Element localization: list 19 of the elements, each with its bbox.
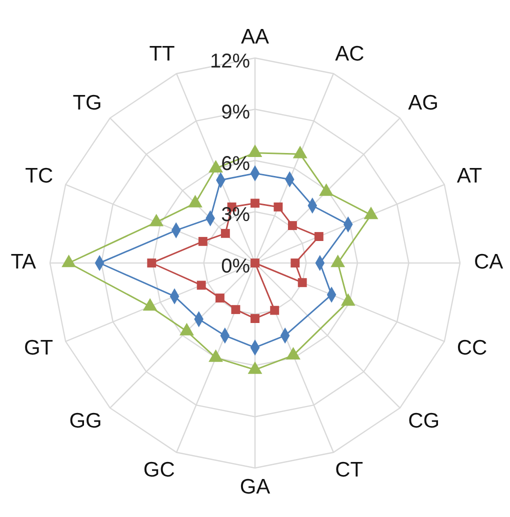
spoke-label: CC (456, 336, 488, 360)
spoke-label: TG (72, 91, 102, 114)
spoke-label: GC (143, 458, 175, 482)
spoke-label: GG (69, 410, 102, 433)
y-tick-label: 12% (210, 50, 250, 72)
spoke-label: AG (408, 91, 438, 114)
spoke-label: CG (408, 410, 440, 433)
spoke-label: TT (149, 42, 176, 66)
y-tick-label: 9% (221, 102, 250, 124)
spoke-label: GT (24, 336, 54, 360)
spoke-label: AC (335, 42, 364, 66)
y-tick-label: 0% (221, 255, 250, 278)
spoke-label: AA (240, 26, 270, 49)
spoke-label: CT (335, 458, 364, 482)
spoke-label: CA (474, 250, 504, 274)
spoke-label: AT (456, 164, 482, 188)
spoke-label: GA (240, 476, 270, 499)
spoke-label: TA (10, 250, 36, 274)
spoke-label: TC (25, 164, 54, 188)
